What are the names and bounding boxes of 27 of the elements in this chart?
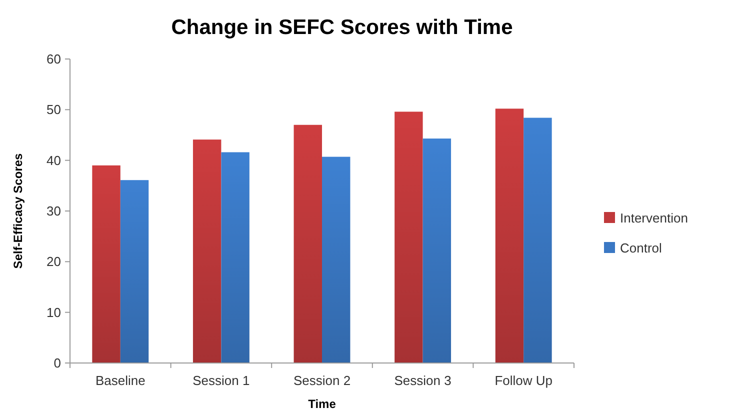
chart-title: Change in SEFC Scores with Time: [171, 16, 513, 39]
legend-label: Intervention: [620, 210, 688, 226]
bar: [92, 165, 120, 363]
y-tick-label: 30: [46, 204, 61, 219]
x-tick-label: Session 1: [192, 373, 250, 388]
y-tick-label: 40: [46, 152, 61, 168]
bar: [192, 140, 222, 363]
bar: [495, 108, 524, 363]
y-tick-label: 10: [46, 304, 61, 320]
legend-label: Control: [620, 240, 662, 256]
x-tick-label: Baseline: [95, 373, 146, 388]
x-axis-title: Time: [308, 397, 336, 411]
x-tick-label: Session 2: [293, 373, 351, 388]
bar: [394, 112, 423, 363]
y-tick-label: 50: [46, 102, 61, 118]
x-tick-label: Session 3: [394, 373, 452, 388]
bar: [294, 124, 322, 363]
bar: [524, 118, 552, 363]
bar: [422, 138, 452, 363]
y-axis-title: Self-Efficacy Scores: [11, 152, 25, 269]
bar: [120, 180, 149, 363]
bar: [322, 156, 350, 363]
bar: [221, 152, 250, 363]
x-tick-label: Follow Up: [494, 373, 552, 388]
y-tick-label: 0: [54, 356, 61, 371]
y-tick-label: 60: [46, 52, 61, 67]
y-tick-label: 20: [46, 254, 61, 270]
